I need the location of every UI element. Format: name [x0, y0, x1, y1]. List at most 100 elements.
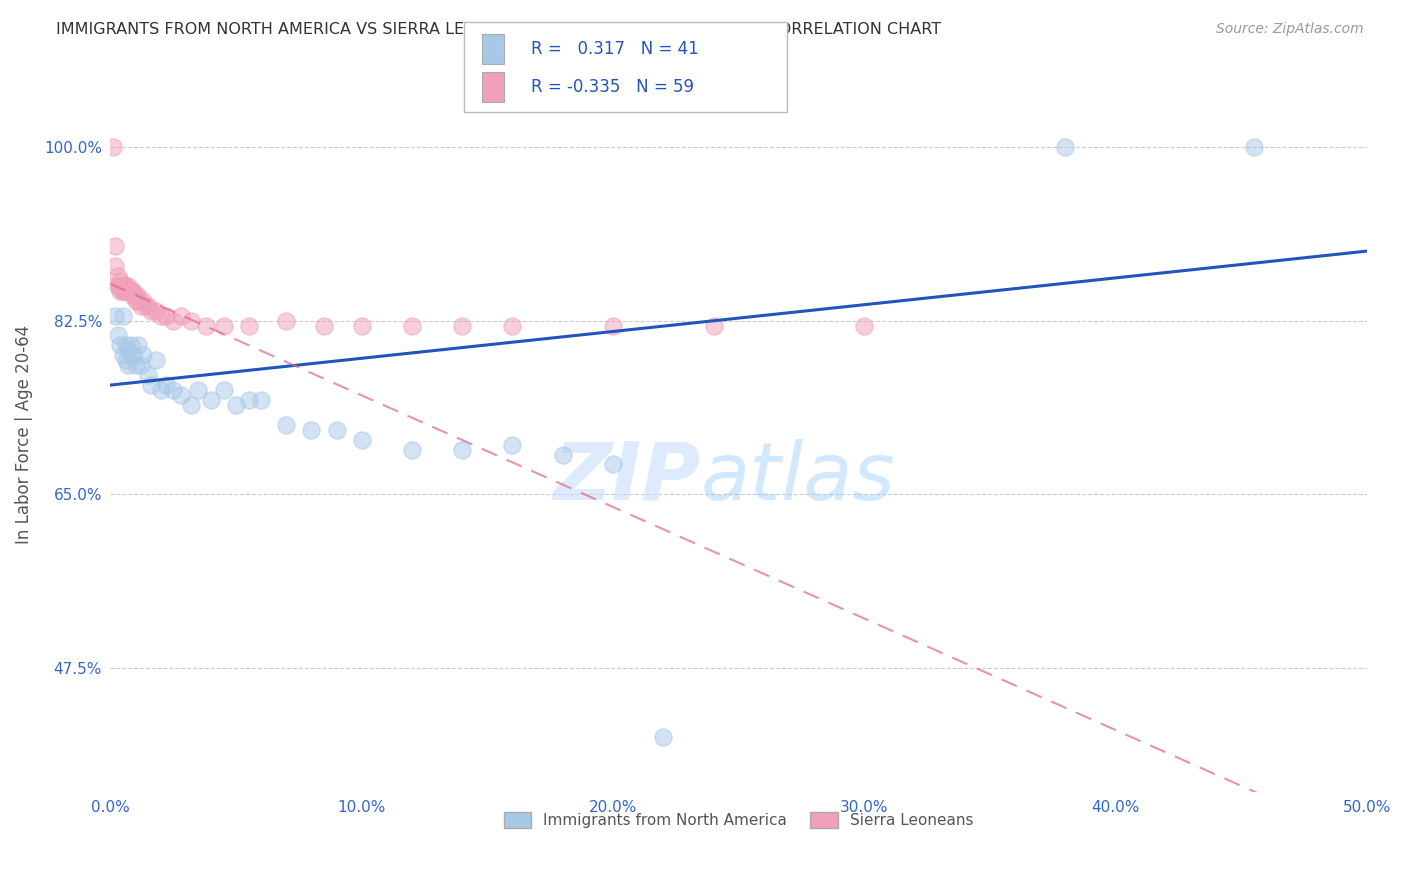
Point — [110, 278, 132, 293]
Point — [111, 284, 134, 298]
Point — [501, 437, 523, 451]
Point — [127, 289, 149, 303]
Point — [162, 383, 184, 397]
Text: IMMIGRANTS FROM NORTH AMERICA VS SIERRA LEONEAN IN LABOR FORCE | AGE 20-64 CORRE: IMMIGRANTS FROM NORTH AMERICA VS SIERRA … — [56, 22, 942, 38]
Point — [350, 318, 373, 333]
Point — [1243, 140, 1265, 154]
Point — [132, 348, 155, 362]
Point — [120, 284, 142, 298]
Point — [111, 284, 134, 298]
Point — [136, 299, 159, 313]
Point — [155, 378, 177, 392]
Point — [132, 293, 155, 308]
Point — [104, 309, 127, 323]
Point — [114, 338, 136, 352]
Point — [139, 378, 162, 392]
Point — [149, 309, 172, 323]
Point — [110, 284, 132, 298]
Point — [104, 259, 127, 273]
Point — [111, 309, 134, 323]
Point — [110, 274, 132, 288]
Point — [250, 392, 273, 407]
Point — [136, 368, 159, 383]
Point — [111, 278, 134, 293]
Text: R = -0.335   N = 59: R = -0.335 N = 59 — [531, 78, 695, 96]
Point — [155, 309, 177, 323]
Point — [122, 348, 145, 362]
Point — [238, 392, 260, 407]
Point — [451, 318, 474, 333]
Point — [111, 278, 134, 293]
Point — [107, 328, 129, 343]
Point — [200, 392, 222, 407]
Point — [114, 284, 136, 298]
Point — [114, 353, 136, 368]
Point — [170, 388, 193, 402]
Point — [325, 423, 347, 437]
Point — [401, 318, 423, 333]
Point — [122, 284, 145, 298]
Point — [1054, 140, 1077, 154]
Point — [551, 448, 574, 462]
Point — [117, 284, 139, 298]
Point — [149, 383, 172, 397]
Point — [117, 284, 139, 298]
Point — [120, 284, 142, 298]
Point — [194, 318, 217, 333]
Point — [122, 289, 145, 303]
Point — [117, 358, 139, 372]
Point — [110, 338, 132, 352]
Point — [225, 398, 247, 412]
Point — [124, 289, 146, 303]
Point — [180, 313, 202, 327]
Point — [101, 140, 124, 154]
Point — [135, 299, 157, 313]
Point — [212, 383, 235, 397]
Point — [127, 293, 149, 308]
Point — [111, 348, 134, 362]
Text: R =   0.317   N = 41: R = 0.317 N = 41 — [531, 40, 699, 58]
Point — [145, 353, 167, 368]
Point — [114, 284, 136, 298]
Point — [127, 338, 149, 352]
Point — [120, 338, 142, 352]
Point — [180, 398, 202, 412]
Point — [114, 284, 136, 298]
Point — [114, 278, 136, 293]
Point — [602, 318, 624, 333]
Point — [212, 318, 235, 333]
Point — [117, 343, 139, 358]
Point — [107, 278, 129, 293]
Point — [145, 303, 167, 318]
Point — [187, 383, 209, 397]
Point — [110, 278, 132, 293]
Point — [114, 284, 136, 298]
Point — [104, 239, 127, 253]
Point — [120, 284, 142, 298]
Point — [451, 442, 474, 457]
Point — [702, 318, 724, 333]
Y-axis label: In Labor Force | Age 20-64: In Labor Force | Age 20-64 — [15, 326, 32, 544]
Point — [107, 278, 129, 293]
Point — [312, 318, 335, 333]
Point — [117, 278, 139, 293]
Point — [170, 309, 193, 323]
Point — [120, 284, 142, 298]
Point — [111, 278, 134, 293]
Text: Source: ZipAtlas.com: Source: ZipAtlas.com — [1216, 22, 1364, 37]
Point — [301, 423, 323, 437]
Point — [602, 458, 624, 472]
Point — [276, 313, 298, 327]
Point — [652, 731, 675, 745]
Point — [401, 442, 423, 457]
Point — [350, 433, 373, 447]
Point — [111, 278, 134, 293]
Point — [853, 318, 876, 333]
Point — [162, 313, 184, 327]
Text: atlas: atlas — [702, 439, 896, 516]
Point — [501, 318, 523, 333]
Point — [129, 358, 152, 372]
Point — [276, 417, 298, 432]
Legend: Immigrants from North America, Sierra Leoneans: Immigrants from North America, Sierra Le… — [498, 806, 980, 834]
Point — [139, 303, 162, 318]
